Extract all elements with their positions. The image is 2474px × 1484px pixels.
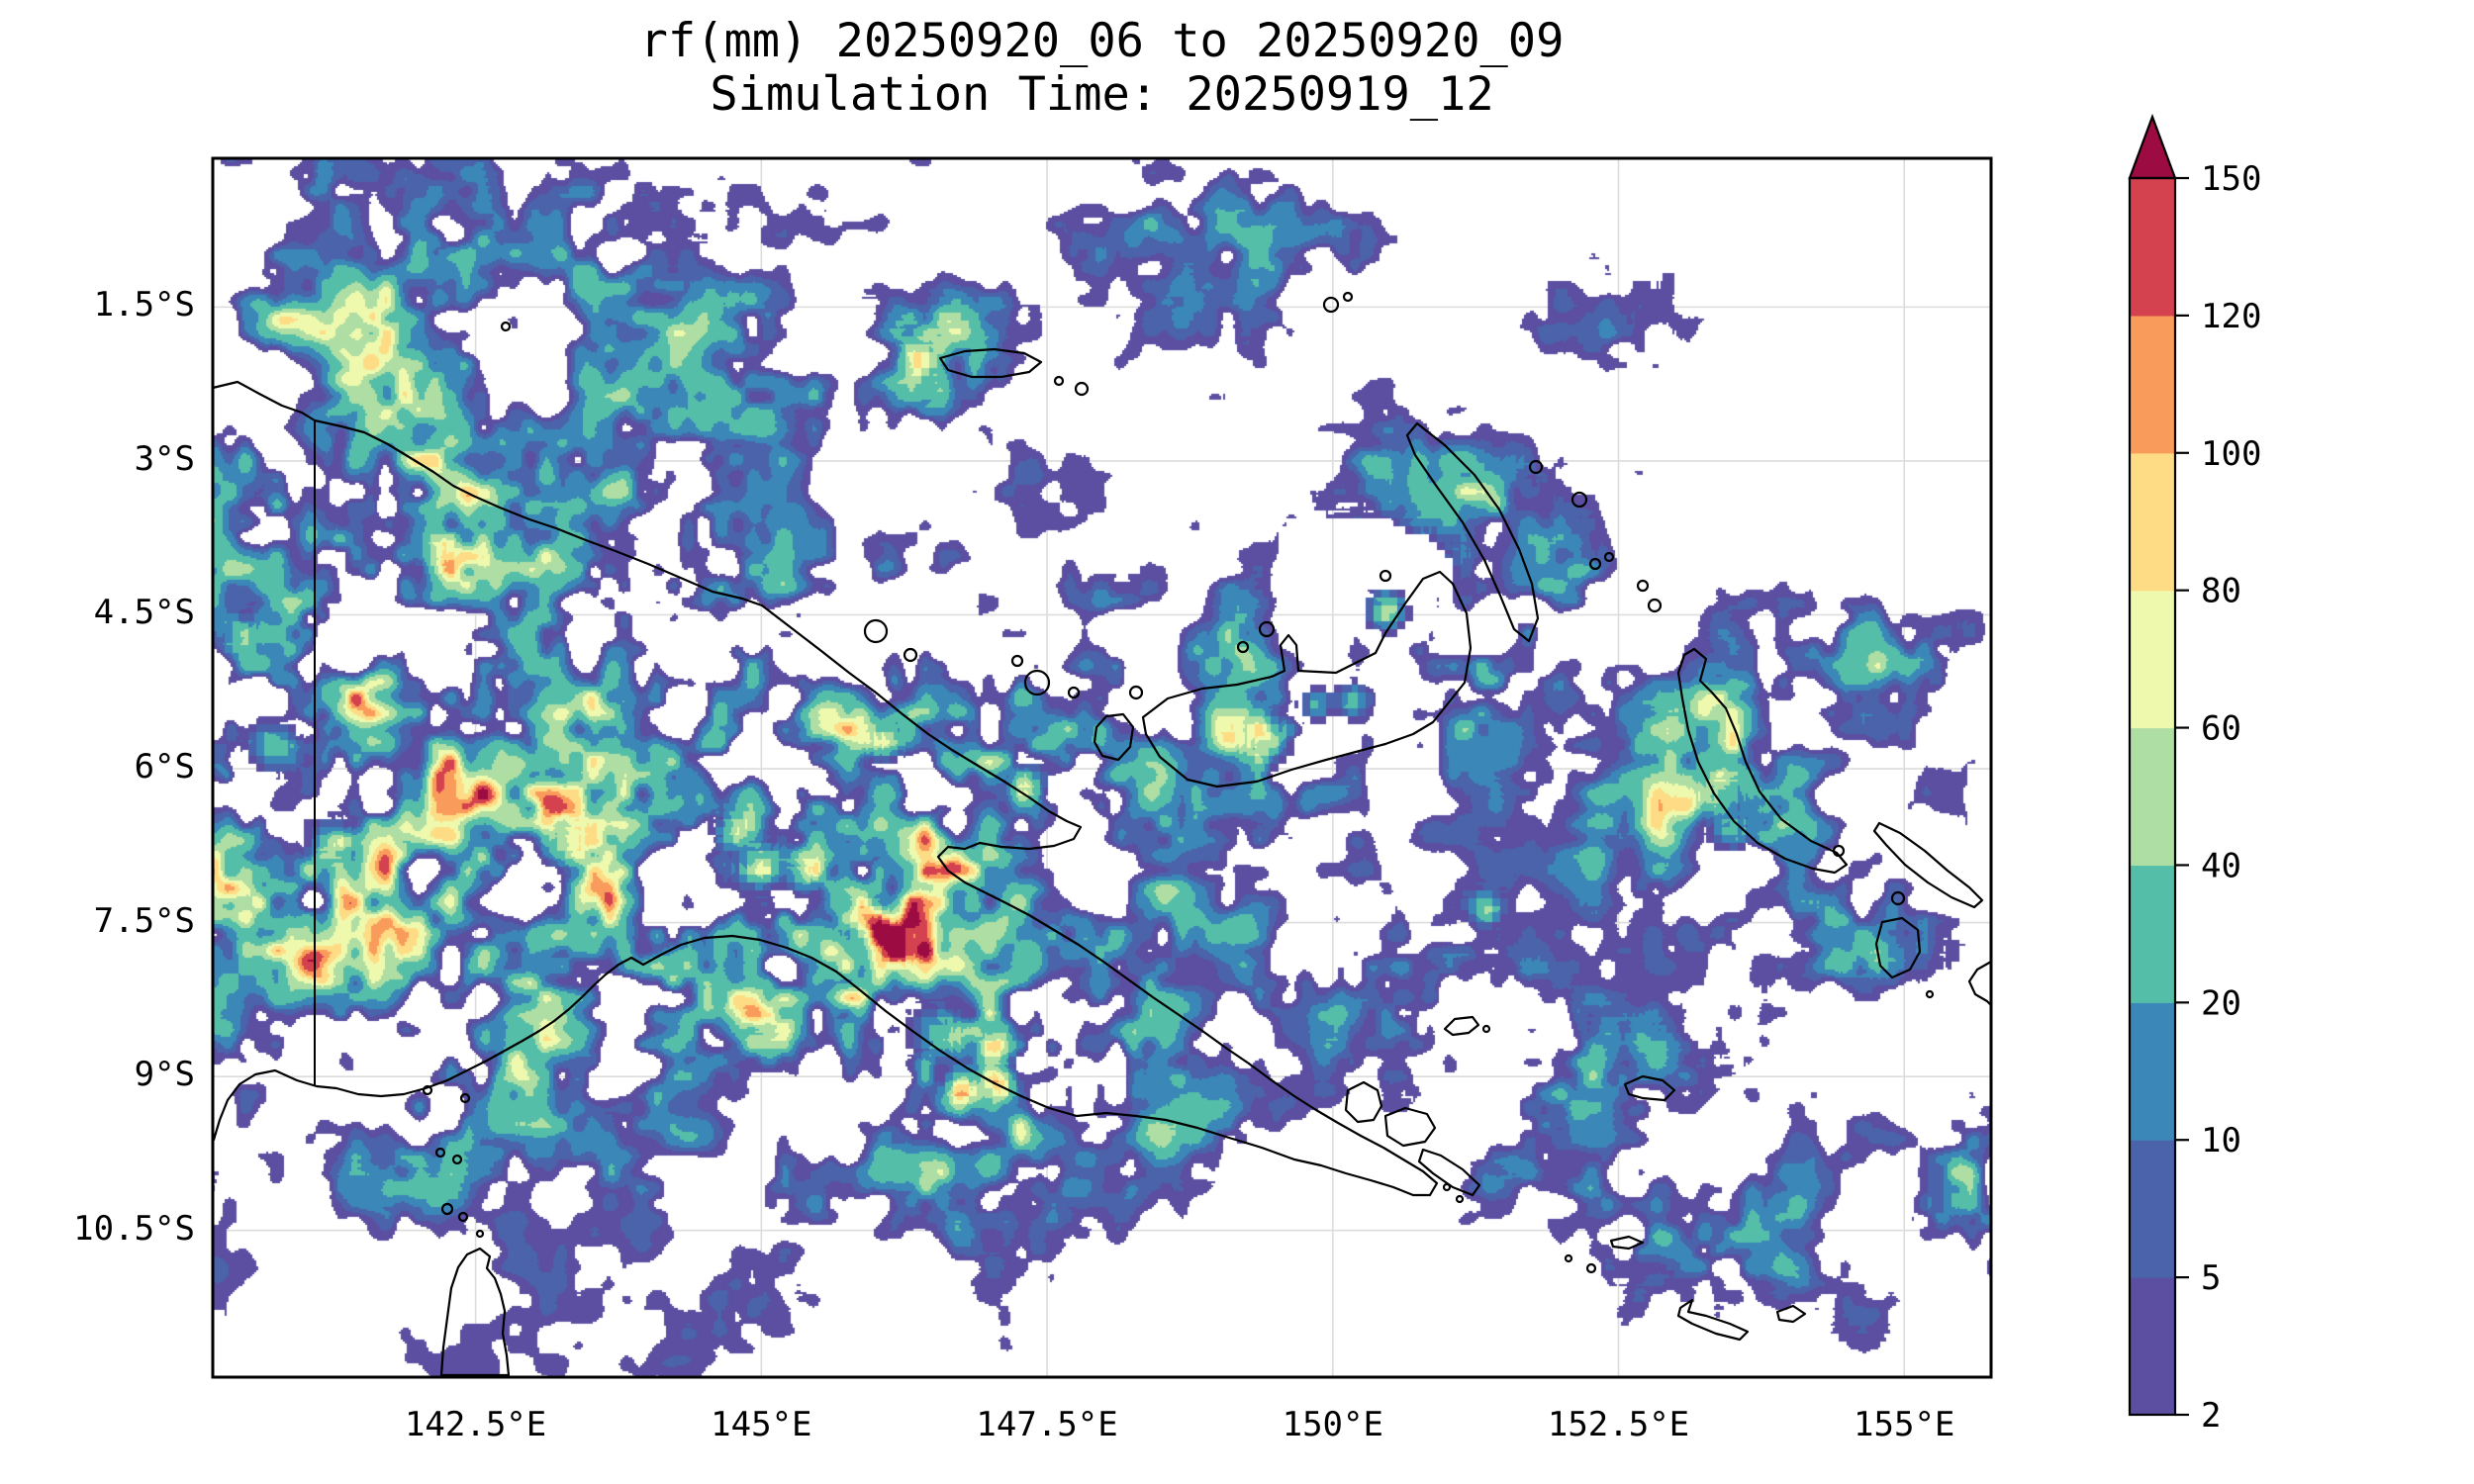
axes-frame — [211, 156, 1993, 1379]
coastline-normanby — [1417, 1148, 1481, 1197]
colorbar-band-20-40 — [2130, 865, 2175, 1003]
coastline-umboi — [1093, 712, 1135, 762]
island-dot — [1258, 620, 1276, 638]
colorbar-tick-label: 120 — [2201, 297, 2261, 336]
coastline-bougainville-buka — [1676, 647, 1849, 875]
island-dot — [1570, 491, 1588, 509]
colorbar-tick-label: 10 — [2201, 1121, 2241, 1160]
island-dot — [457, 1211, 469, 1223]
island-dot — [1023, 669, 1051, 696]
x-tick-label: 155°E — [1854, 1405, 1955, 1444]
y-tick-label: 4.5°S — [93, 593, 195, 633]
colorbar-band-60-80 — [2130, 590, 2175, 729]
colorbar-band-40-60 — [2130, 727, 2175, 867]
colorbar-tick-label: 80 — [2201, 572, 2241, 611]
rainfall-field-canvas — [213, 158, 1991, 1377]
x-tick-label: 145°E — [711, 1405, 812, 1444]
island-dot — [1074, 381, 1090, 397]
colorbar-band-2-5 — [2130, 1277, 2175, 1416]
x-tick-label: 142.5°E — [404, 1405, 547, 1444]
colorbar-band-100-120 — [2130, 315, 2175, 454]
coastline-new-guinea-mainland — [211, 380, 1439, 1197]
colorbar-outline — [2128, 176, 2177, 1417]
island-dot — [1528, 459, 1544, 475]
colorbar-over-arrow — [2128, 113, 2177, 180]
island-dot — [1647, 598, 1663, 613]
colorbar-tick-label: 60 — [2201, 709, 2241, 749]
island-dot — [1564, 1253, 1573, 1263]
coastline-woodlark — [1623, 1074, 1676, 1102]
coastline-misima — [1609, 1235, 1645, 1251]
y-tick-label: 10.5°S — [73, 1208, 195, 1249]
coastline-goodenough — [1344, 1080, 1383, 1124]
island-dot — [1379, 569, 1392, 583]
coastline-tagula — [1676, 1298, 1750, 1342]
island-dot — [1322, 296, 1340, 314]
colorbar-tick-label: 100 — [2201, 434, 2261, 474]
colorbar-band-5-10 — [2130, 1140, 2175, 1278]
coastline-new-ireland — [1405, 421, 1540, 643]
coastline-new-georgia-partial — [1967, 960, 1993, 1007]
y-tick-label: 6°S — [134, 747, 195, 788]
colorbar-tick-label: 20 — [2201, 983, 2241, 1023]
island-dot — [1925, 989, 1935, 999]
island-dot — [440, 1202, 454, 1216]
island-dot — [1128, 685, 1144, 700]
colorbar-tick-label: 2 — [2201, 1396, 2221, 1436]
chart-title: rf(mm) 20250920_06 to 20250920_09 — [639, 14, 1565, 68]
x-tick-label: 150°E — [1282, 1405, 1383, 1444]
island-dot — [451, 1154, 463, 1165]
coastline-vella-lavella — [1874, 916, 1922, 979]
coastline-manus — [938, 347, 1043, 379]
island-dot — [1636, 579, 1650, 593]
island-dot — [863, 618, 889, 644]
island-dot — [1010, 654, 1024, 668]
x-tick-label: 147.5°E — [976, 1405, 1118, 1444]
coastline-new-britain — [1141, 570, 1473, 788]
island-dot — [1342, 291, 1354, 303]
island-dot — [903, 647, 918, 663]
island-dot — [500, 321, 512, 332]
coastline-choiseul — [1872, 821, 1984, 909]
island-dot — [422, 1084, 433, 1096]
colorbar-tick-label: 5 — [2201, 1258, 2221, 1298]
colorbar-band-10-20 — [2130, 1002, 2175, 1141]
colorbar-band-80-100 — [2130, 452, 2175, 592]
island-dot — [1890, 890, 1906, 906]
island-dot — [1832, 844, 1846, 858]
y-tick-label: 3°S — [134, 438, 195, 479]
island-dot — [1481, 1024, 1491, 1034]
x-tick-label: 152.5°E — [1547, 1405, 1690, 1444]
island-dot — [1067, 686, 1081, 699]
island-dot — [475, 1229, 485, 1239]
island-dot — [1585, 1262, 1597, 1274]
coastline-fergusson — [1383, 1106, 1437, 1148]
chart-subtitle: Simulation Time: 20250919_12 — [710, 67, 1494, 122]
coastline-trobriand — [1443, 1015, 1480, 1037]
coastline-rossel — [1775, 1304, 1807, 1324]
island-dot — [1455, 1194, 1465, 1204]
island-dot — [1603, 551, 1615, 563]
colorbar-tick-label: 150 — [2201, 159, 2261, 199]
island-dot — [1442, 1182, 1452, 1192]
colorbar-band-120-150 — [2130, 178, 2175, 317]
y-tick-label: 7.5°S — [93, 900, 195, 941]
y-tick-label: 9°S — [134, 1055, 195, 1095]
island-dot — [1053, 375, 1065, 387]
coastline-cape-york-australia — [439, 1247, 511, 1377]
island-dot — [1588, 557, 1602, 571]
island-dot — [1236, 640, 1250, 654]
colorbar-tick-label: 40 — [2201, 846, 2241, 885]
island-dot — [459, 1092, 471, 1104]
island-dot — [434, 1147, 446, 1159]
y-tick-label: 1.5°S — [93, 285, 195, 325]
